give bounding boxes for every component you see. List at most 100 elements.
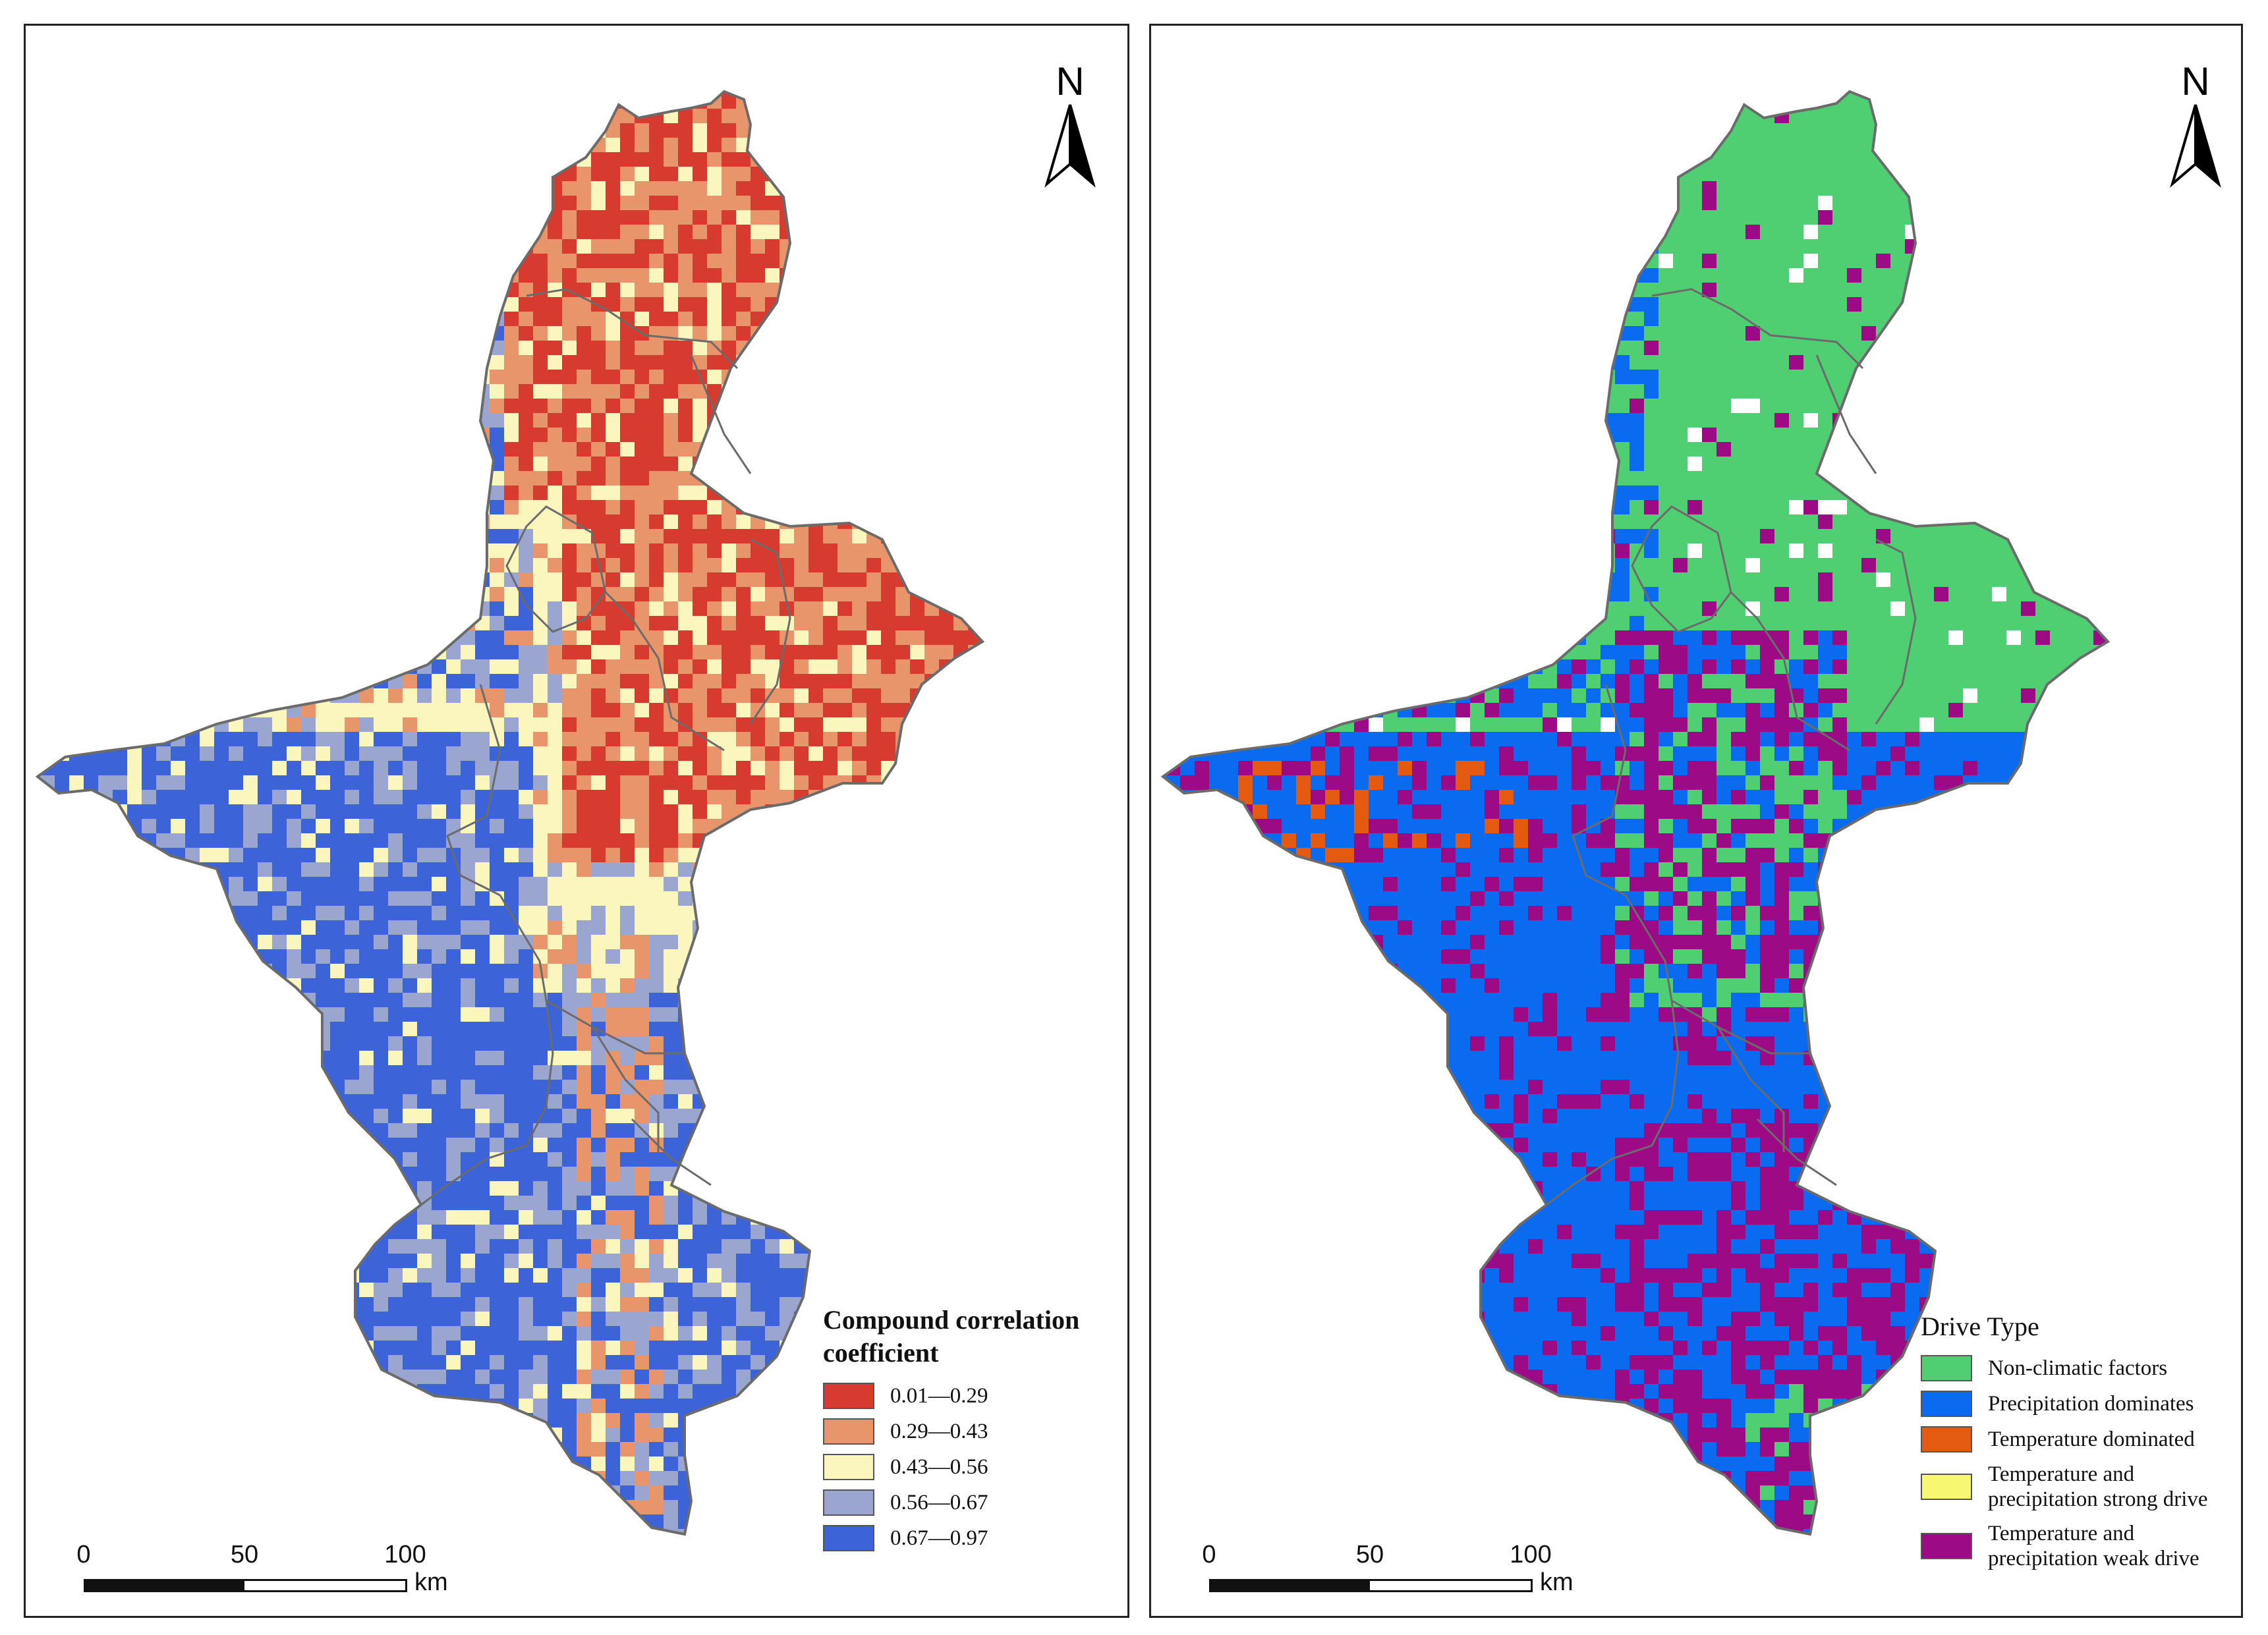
raster-cell	[693, 65, 707, 80]
raster-cell	[38, 123, 40, 138]
raster-cell	[200, 819, 214, 833]
raster-cell	[794, 1109, 808, 1123]
raster-cell	[693, 225, 707, 239]
raster-cell	[69, 572, 84, 587]
raster-cell	[635, 370, 649, 384]
raster-cell	[69, 949, 84, 964]
raster-cell	[200, 949, 214, 964]
raster-cell	[446, 587, 461, 601]
raster-cell	[185, 92, 200, 94]
raster-cell	[837, 1109, 852, 1123]
raster-cell	[562, 775, 577, 790]
raster-cell	[548, 239, 562, 254]
raster-cell	[577, 761, 591, 775]
raster-cell	[243, 442, 258, 457]
raster-cell	[808, 572, 823, 587]
raster-cell	[794, 457, 808, 471]
raster-cell	[113, 630, 127, 645]
raster-cell	[316, 717, 330, 732]
raster-cell	[156, 225, 171, 239]
raster-cell	[40, 906, 55, 920]
raster-cell	[243, 239, 258, 254]
raster-cell	[40, 920, 55, 935]
raster-cell	[997, 1138, 1011, 1152]
raster-cell	[968, 254, 982, 268]
raster-cell	[388, 341, 403, 355]
raster-cell	[388, 399, 403, 413]
raster-cell	[722, 558, 736, 572]
raster-cell	[475, 94, 490, 109]
raster-cell	[127, 471, 142, 485]
raster-cell	[388, 978, 403, 993]
raster-cell	[316, 790, 330, 804]
raster-cell	[606, 457, 620, 471]
raster-cell	[794, 761, 808, 775]
raster-cell	[214, 514, 229, 529]
raster-cell	[693, 978, 707, 993]
raster-cell	[345, 181, 359, 196]
raster-cell	[664, 993, 678, 1007]
raster-cell	[997, 152, 1011, 167]
raster-cell	[69, 239, 84, 254]
raster-cell	[171, 775, 185, 790]
raster-cell	[38, 500, 40, 514]
raster-cell	[388, 123, 403, 138]
raster-cell	[780, 413, 794, 428]
raster-cell	[852, 268, 866, 283]
raster-cell	[924, 92, 939, 94]
raster-cell	[852, 471, 866, 485]
raster-cell	[214, 428, 229, 442]
raster-cell	[982, 413, 997, 428]
raster-cell	[664, 543, 678, 558]
raster-cell	[591, 181, 606, 196]
raster-cell	[243, 370, 258, 384]
raster-cell	[982, 1123, 997, 1138]
raster-cell	[606, 906, 620, 920]
raster-cell	[780, 92, 794, 94]
raster-cell	[243, 775, 258, 790]
raster-cell	[664, 949, 678, 964]
raster-cell	[388, 1007, 403, 1022]
raster-cell	[997, 848, 1011, 862]
raster-cell	[490, 1007, 504, 1022]
raster-cell	[475, 761, 490, 775]
raster-cell	[374, 558, 388, 572]
raster-cell	[910, 543, 924, 558]
raster-cell	[38, 877, 40, 891]
raster-cell	[127, 268, 142, 283]
raster-cell	[403, 674, 417, 688]
raster-cell	[664, 225, 678, 239]
raster-cell	[214, 1109, 229, 1123]
raster-cell	[664, 848, 678, 862]
raster-cell	[55, 428, 69, 442]
raster-cell	[722, 283, 736, 297]
raster-cell	[142, 355, 156, 370]
raster-cell	[38, 616, 40, 630]
raster-cell	[490, 65, 504, 80]
raster-cell	[359, 949, 374, 964]
raster-cell	[606, 65, 620, 80]
raster-cell	[504, 196, 519, 210]
raster-cell	[98, 65, 113, 80]
raster-cell	[345, 1022, 359, 1036]
raster-cell	[345, 935, 359, 949]
raster-cell	[403, 297, 417, 312]
raster-cell	[345, 891, 359, 906]
raster-cell	[432, 196, 446, 210]
raster-cell	[548, 181, 562, 196]
raster-cell	[635, 978, 649, 993]
raster-cell	[258, 500, 272, 514]
raster-cell	[866, 65, 881, 80]
raster-cell	[895, 239, 910, 254]
raster-cell	[997, 587, 1011, 601]
raster-cell	[939, 428, 953, 442]
raster-cell	[577, 848, 591, 862]
raster-cell	[127, 630, 142, 645]
raster-cell	[38, 761, 40, 775]
raster-cell	[98, 341, 113, 355]
raster-cell	[837, 326, 852, 341]
raster-cell	[127, 558, 142, 572]
raster-cell	[678, 181, 693, 196]
raster-cell	[461, 732, 475, 746]
raster-cell	[113, 1138, 127, 1152]
